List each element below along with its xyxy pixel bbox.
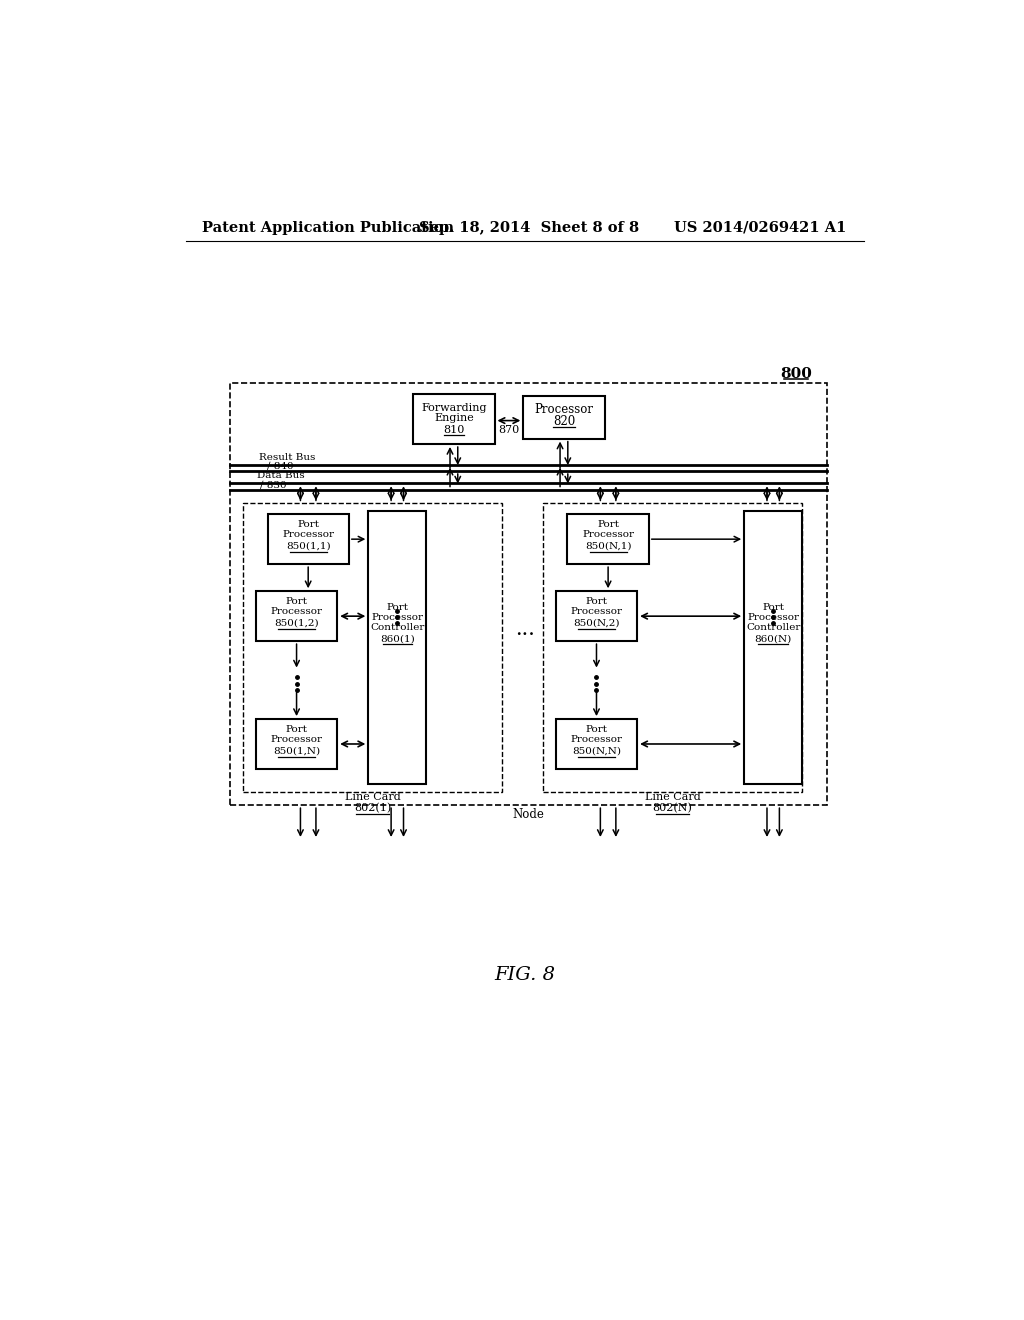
- Text: Port: Port: [297, 520, 319, 529]
- FancyBboxPatch shape: [230, 383, 827, 805]
- Text: 800: 800: [780, 367, 812, 381]
- FancyBboxPatch shape: [543, 503, 802, 792]
- Text: Node: Node: [513, 808, 545, 821]
- FancyBboxPatch shape: [267, 515, 349, 564]
- Text: Port: Port: [597, 520, 620, 529]
- Text: FIG. 8: FIG. 8: [495, 966, 555, 983]
- FancyBboxPatch shape: [744, 511, 802, 784]
- Text: Port: Port: [586, 725, 607, 734]
- Text: Patent Application Publication: Patent Application Publication: [202, 220, 454, 235]
- Text: 870: 870: [499, 425, 519, 434]
- Text: 850(N,N): 850(N,N): [572, 747, 621, 756]
- Text: Forwarding: Forwarding: [421, 403, 486, 413]
- Text: Processor: Processor: [570, 607, 623, 616]
- Text: 860(1): 860(1): [380, 635, 415, 643]
- Text: 850(1,2): 850(1,2): [274, 619, 318, 628]
- Text: Processor: Processor: [372, 612, 423, 622]
- Text: Port: Port: [586, 598, 607, 606]
- Text: Processor: Processor: [270, 735, 323, 744]
- Text: 802(1): 802(1): [354, 803, 391, 813]
- FancyBboxPatch shape: [523, 396, 604, 438]
- Text: Controller: Controller: [746, 623, 801, 632]
- Text: 810: 810: [443, 425, 465, 436]
- Text: 860(N): 860(N): [755, 635, 792, 643]
- Text: Engine: Engine: [434, 413, 474, 422]
- Text: Processor: Processor: [283, 531, 334, 540]
- Text: Processor: Processor: [582, 531, 634, 540]
- Text: ∕ 830: ∕ 830: [260, 482, 287, 490]
- Text: ···: ···: [515, 626, 535, 645]
- FancyBboxPatch shape: [414, 395, 495, 444]
- Text: ∕ 840: ∕ 840: [266, 462, 293, 471]
- FancyBboxPatch shape: [243, 503, 503, 792]
- Text: Port: Port: [762, 603, 784, 611]
- Text: 802(N): 802(N): [652, 803, 692, 813]
- Text: Controller: Controller: [370, 623, 425, 632]
- Text: Port: Port: [386, 603, 409, 611]
- Text: Processor: Processor: [270, 607, 323, 616]
- FancyBboxPatch shape: [256, 719, 337, 770]
- Text: Processor: Processor: [748, 612, 799, 622]
- Text: Line Card: Line Card: [644, 792, 700, 803]
- Text: 850(N,1): 850(N,1): [585, 543, 632, 550]
- FancyBboxPatch shape: [567, 515, 649, 564]
- Text: Result Bus: Result Bus: [259, 453, 315, 462]
- FancyBboxPatch shape: [256, 591, 337, 642]
- FancyBboxPatch shape: [556, 591, 637, 642]
- Text: Port: Port: [286, 598, 307, 606]
- FancyBboxPatch shape: [556, 719, 637, 770]
- FancyBboxPatch shape: [369, 511, 426, 784]
- Text: Sep. 18, 2014  Sheet 8 of 8: Sep. 18, 2014 Sheet 8 of 8: [419, 220, 639, 235]
- Text: Port: Port: [286, 725, 307, 734]
- Text: US 2014/0269421 A1: US 2014/0269421 A1: [675, 220, 847, 235]
- Text: Processor: Processor: [535, 403, 594, 416]
- Text: 850(1,1): 850(1,1): [286, 543, 331, 550]
- Text: 850(1,N): 850(1,N): [273, 747, 321, 756]
- Text: Processor: Processor: [570, 735, 623, 744]
- Text: Line Card: Line Card: [345, 792, 400, 803]
- Text: 820: 820: [553, 416, 575, 428]
- Text: 850(N,2): 850(N,2): [573, 619, 620, 628]
- Text: Data Bus: Data Bus: [257, 471, 304, 480]
